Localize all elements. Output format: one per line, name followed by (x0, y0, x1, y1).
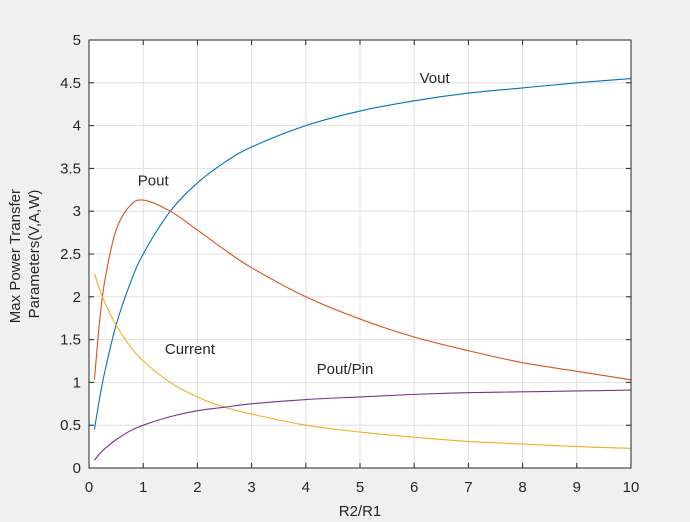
x-tick-label: 5 (356, 479, 364, 496)
annotation-vout: Vout (420, 70, 451, 87)
series-line-pout-pin (93, 389, 632, 461)
y-tick-label: 2.5 (60, 246, 81, 263)
plot-border (88, 39, 632, 469)
annotation-current: Current (165, 341, 216, 358)
y-tick-label: 3.5 (60, 160, 81, 177)
series-line-vout (93, 77, 632, 430)
annotation-pout-pin: Pout/Pin (317, 361, 374, 378)
y-tick-label: 3 (73, 203, 81, 220)
x-tick-label: 1 (139, 479, 147, 496)
y-axis-label-line-1: Max Power Transfer (7, 189, 24, 323)
x-axis-label: R2/R1 (339, 503, 382, 520)
y-tick-label: 5 (73, 32, 81, 49)
x-tick-label: 0 (85, 479, 93, 496)
series-line-pout (93, 199, 632, 381)
x-tick-label: 7 (464, 479, 472, 496)
x-tick-label: 9 (573, 479, 581, 496)
y-tick-label: 0 (73, 460, 81, 477)
y-tick-label: 2 (73, 289, 81, 306)
x-tick-label: 6 (410, 479, 418, 496)
y-tick-label: 4.5 (60, 75, 81, 92)
label-layer: 0 1 2 3 4 5 6 7 8 9 10 0 0.5 1 1.5 2 2.5 3 3.5 4 4.5 5 (60, 32, 639, 496)
annotation-layer: Vout Pout Current Pout/Pin (138, 70, 451, 378)
x-tick-label: 8 (518, 479, 526, 496)
y-axis-label: Max Power Transfer Parameters(V,A,W) (7, 185, 43, 323)
x-tick-label: 3 (247, 479, 255, 496)
y-tick-label: 0.5 (60, 417, 81, 434)
x-tick-label: 2 (193, 479, 201, 496)
series-layer (93, 77, 632, 461)
y-tick-label: 4 (73, 118, 81, 135)
x-tick-label: 10 (623, 479, 640, 496)
y-tick-label: 1.5 (60, 332, 81, 349)
annotation-pout: Pout (138, 173, 170, 190)
y-axis-label-line-2: Parameters(V,A,W) (26, 190, 43, 319)
x-tick-label: 4 (302, 479, 310, 496)
y-tick-label: 1 (73, 374, 81, 391)
